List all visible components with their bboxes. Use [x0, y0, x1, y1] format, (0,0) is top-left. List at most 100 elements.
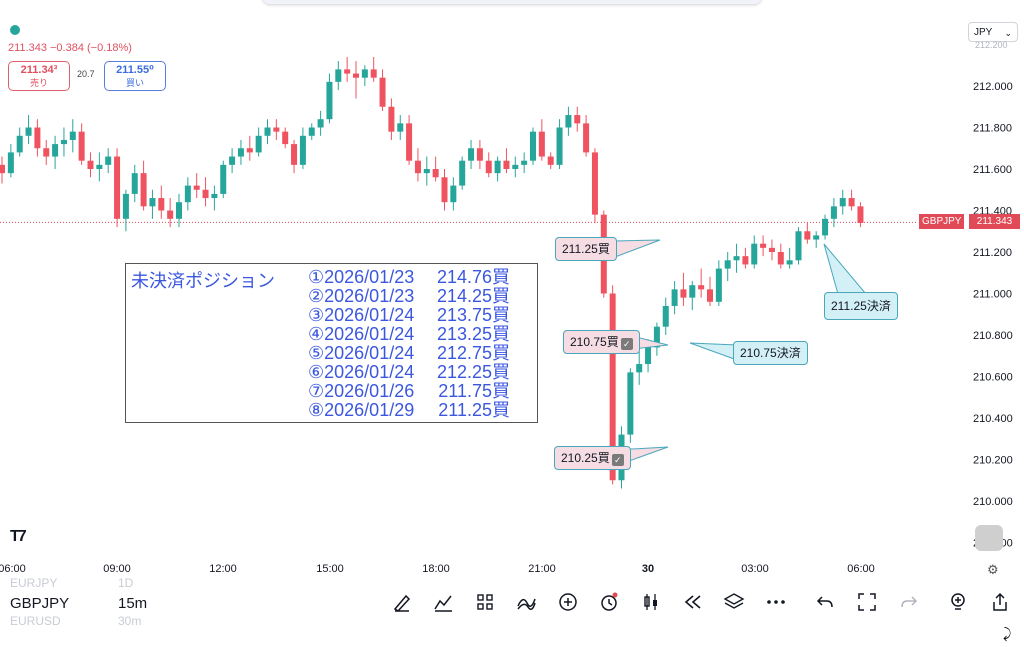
candle-body	[574, 115, 581, 124]
ghost-symbol-bottom: EURUSD	[10, 614, 61, 628]
timeframe-selector[interactable]: 15m	[118, 595, 148, 612]
fullscreen-icon[interactable]	[855, 590, 879, 614]
time-axis-label: 06:00	[0, 563, 26, 575]
candle-body	[60, 139, 67, 145]
settings-gear-icon[interactable]: ⚙	[987, 562, 999, 577]
bottom-toolbar	[0, 578, 1024, 647]
position-row: ⑤2026/01/24 212.75買	[308, 344, 510, 363]
sell-button[interactable]: 211.34³ 売り	[8, 61, 70, 91]
candle-body	[317, 119, 324, 128]
drawing-tools-icon[interactable]	[514, 590, 538, 614]
top-handle[interactable]	[262, 0, 762, 4]
candle-body	[220, 164, 227, 194]
note-buy-2-text: 210.75買	[570, 335, 619, 349]
candle-body	[583, 123, 590, 153]
candle-body	[813, 235, 820, 240]
note-buy-2: 210.75買 ✓	[563, 330, 640, 354]
candle-body	[34, 127, 41, 149]
price-axis-label: 210.200	[973, 455, 1013, 467]
more-icon[interactable]	[764, 590, 788, 614]
current-symbol-tag: GBPJPY	[919, 214, 965, 229]
candle-body	[804, 231, 811, 240]
undo-icon[interactable]	[813, 590, 837, 614]
add-icon[interactable]	[556, 590, 580, 614]
swipe-indicator-icon: ⤸	[1003, 625, 1012, 641]
alert-icon[interactable]	[597, 590, 621, 614]
candle-body	[742, 256, 749, 265]
note-settle-1: 210.75決済	[733, 341, 808, 365]
price-axis-label: 212.200	[975, 40, 1008, 50]
candle-body	[255, 135, 262, 153]
tradingview-logo: T7	[10, 528, 27, 545]
chevron-down-icon: ⌄	[1004, 28, 1012, 38]
price-axis-label: 210.600	[973, 372, 1013, 384]
candle-body	[388, 106, 395, 132]
price-axis-label: 210.800	[973, 330, 1013, 342]
candle-body	[211, 193, 218, 199]
candle-body	[43, 148, 50, 157]
candle-body	[264, 127, 271, 136]
checkmark-icon: ✓	[611, 454, 624, 466]
redo-icon[interactable]	[897, 590, 921, 614]
candle-body	[414, 160, 421, 174]
candle-body	[671, 289, 678, 306]
position-row: ③2026/01/24 213.75買	[308, 306, 510, 325]
candle-body	[822, 218, 829, 236]
pen-icon[interactable]	[390, 590, 414, 614]
candle-body	[556, 127, 563, 165]
position-row: ②2026/01/23 214.25買	[308, 287, 510, 306]
candle-body	[176, 202, 182, 219]
indicators-icon[interactable]	[431, 590, 455, 614]
candle-body	[16, 135, 23, 153]
candle-body	[459, 160, 466, 186]
time-axis-label: 21:00	[528, 563, 556, 575]
candle-body	[503, 160, 510, 169]
ghost-timeframe-top: 1D	[118, 576, 134, 590]
layers-icon[interactable]	[722, 590, 746, 614]
replay-icon[interactable]	[681, 590, 705, 614]
price-axis-label: 211.000	[973, 289, 1012, 301]
ideas-icon[interactable]	[946, 590, 970, 614]
candle-body	[609, 293, 616, 481]
candle-body	[751, 243, 758, 265]
currency-select[interactable]: JPY ⌄	[968, 22, 1018, 42]
candle-body	[848, 198, 855, 207]
position-date: ①2026/01/23	[308, 267, 415, 287]
candle-body	[786, 260, 793, 265]
buy-label: 買い	[125, 78, 144, 88]
time-axis-label: 30	[642, 563, 654, 575]
candle-body	[485, 160, 492, 174]
candle-body	[202, 189, 209, 199]
symbol-selector[interactable]: GBPJPY	[10, 595, 70, 612]
candle-body	[715, 268, 722, 302]
chat-icon[interactable]	[975, 525, 1003, 551]
candle-body	[707, 289, 713, 302]
candle-body	[406, 123, 413, 161]
candle-body	[857, 206, 864, 223]
candle-body	[397, 123, 404, 132]
layout-icon[interactable]	[473, 590, 497, 614]
position-date: ⑦2026/01/26	[308, 381, 415, 401]
candle-body	[698, 285, 705, 290]
candle-body	[450, 185, 457, 203]
time-axis-label: 09:00	[103, 563, 131, 575]
position-date: ⑥2026/01/24	[308, 362, 415, 382]
buy-button[interactable]: 211.55⁰ 買い	[104, 61, 166, 91]
time-axis-label: 18:00	[422, 563, 450, 575]
candle-body	[308, 127, 315, 136]
ghost-symbol-top: EURJPY	[10, 576, 58, 590]
position-price: 211.25買	[438, 400, 510, 420]
time-axis-label: 03:00	[741, 563, 769, 575]
candle-body	[547, 156, 554, 165]
candle-body	[512, 164, 519, 169]
current-price-tag: 211.343	[969, 214, 1020, 229]
sell-label: 売り	[29, 78, 48, 88]
candle-type-icon[interactable]	[639, 590, 663, 614]
checkmark-icon: ✓	[620, 338, 633, 350]
position-price: 212.25買	[436, 362, 510, 382]
candle-body	[229, 156, 236, 165]
candle-body	[361, 69, 368, 78]
share-icon[interactable]	[988, 590, 1012, 614]
position-price: 211.75買	[438, 381, 510, 401]
candle-body	[760, 243, 767, 248]
